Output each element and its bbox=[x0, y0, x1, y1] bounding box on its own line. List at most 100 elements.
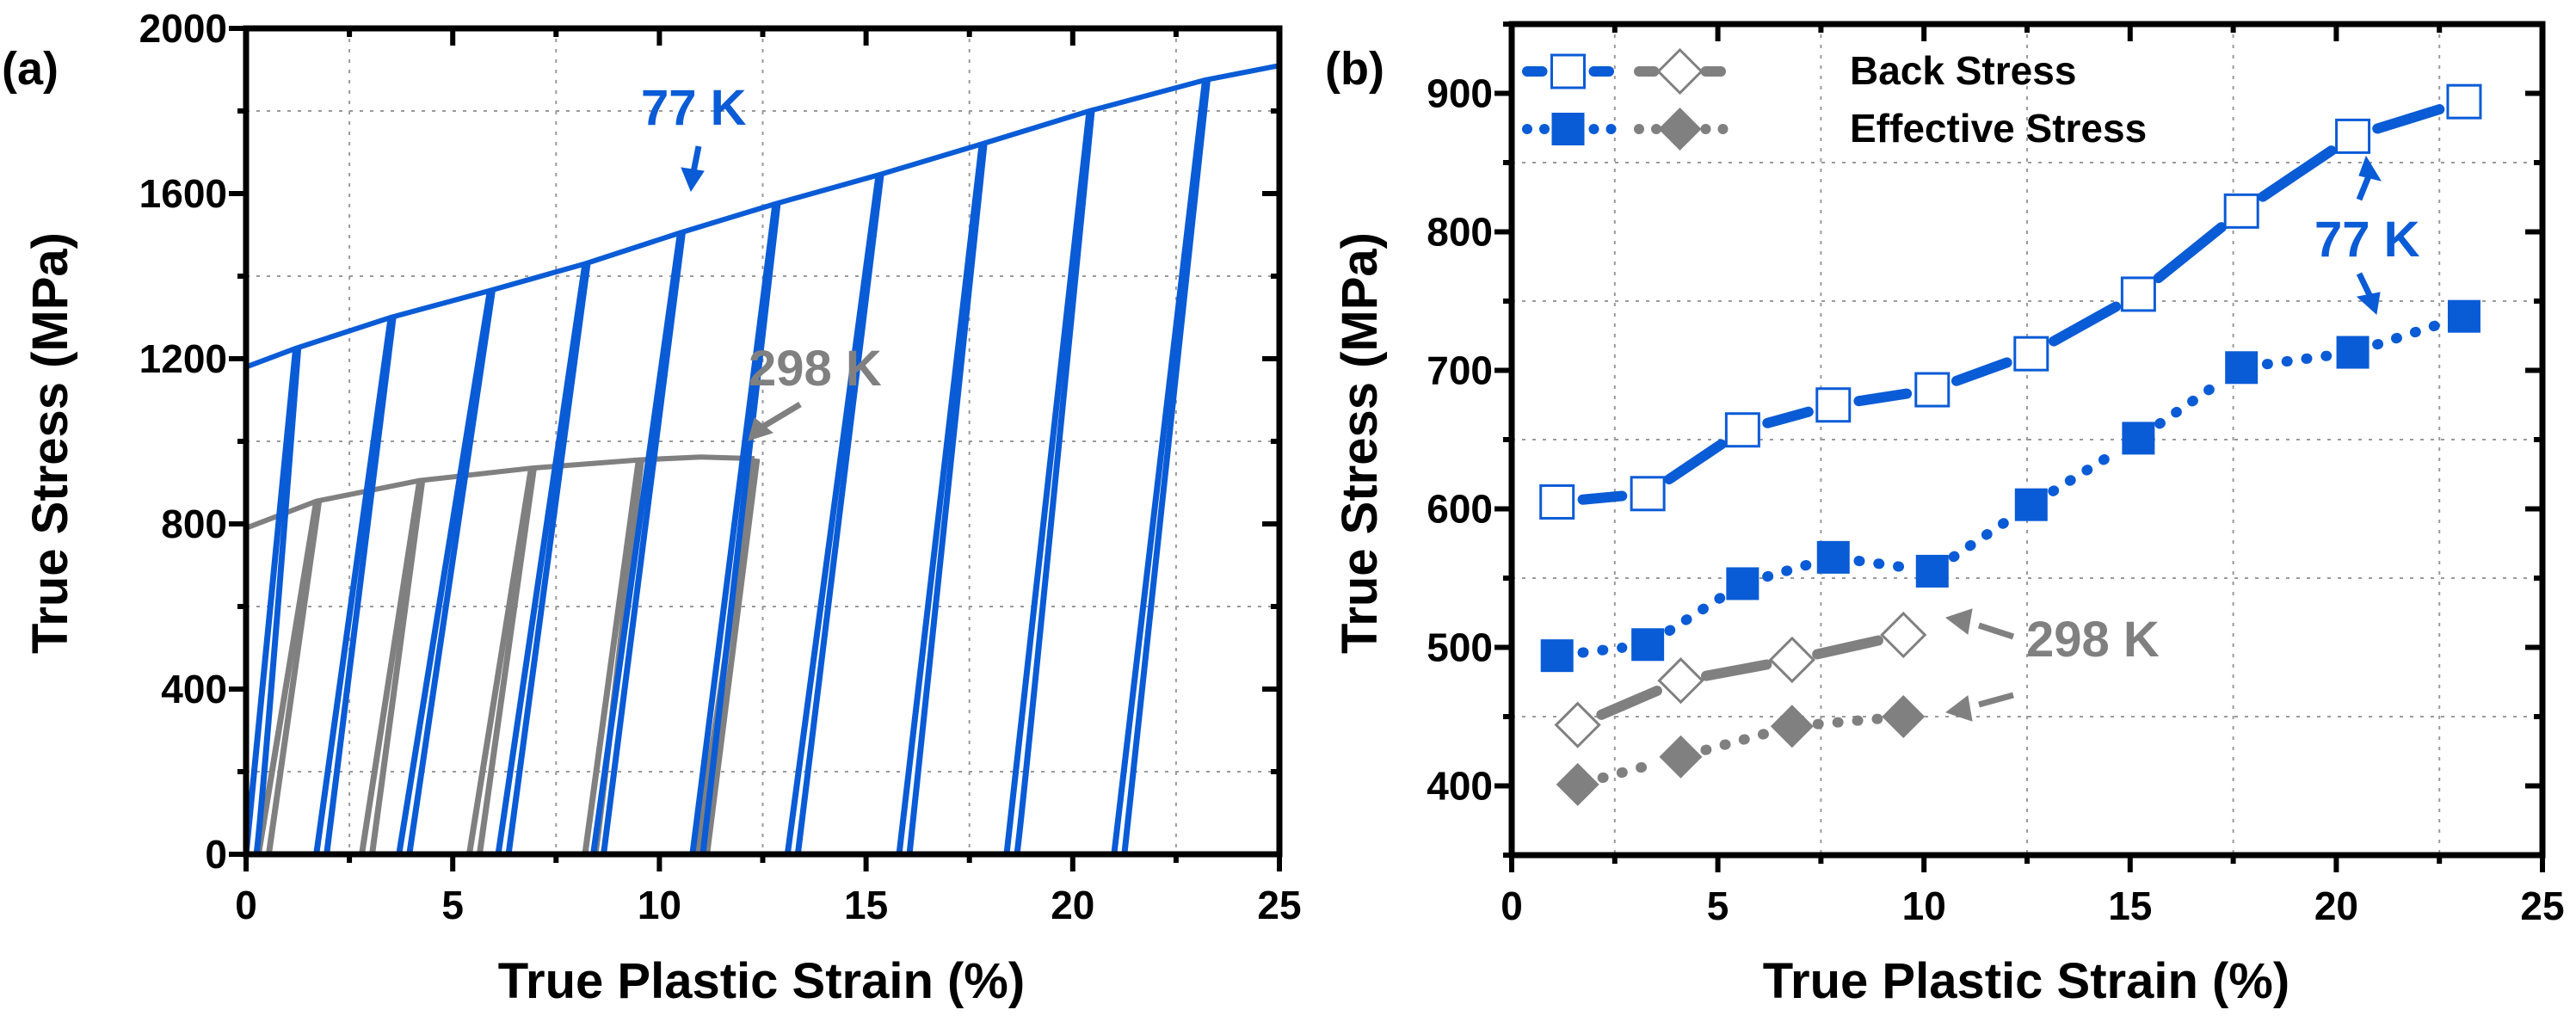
reload-line bbox=[1014, 110, 1095, 855]
plot-frame bbox=[1508, 21, 2546, 859]
y-tick-label: 2000 bbox=[139, 6, 227, 51]
x-tick-label: 5 bbox=[1707, 884, 1729, 928]
plot-frame bbox=[243, 25, 1283, 858]
reload-line bbox=[369, 480, 426, 855]
series-line-segment bbox=[2261, 350, 2333, 370]
series-line-segment bbox=[2154, 377, 2226, 429]
x-tick-label: 0 bbox=[1501, 884, 1523, 928]
panel-b: (b) 0 5 10 15 20 25 400 500 600 700 800 900 True P… bbox=[1325, 21, 2565, 1009]
legend-marker bbox=[1656, 47, 1704, 95]
x-tick-label: 10 bbox=[1902, 884, 1946, 928]
y-tick-label: 1600 bbox=[139, 171, 227, 216]
data-point-marker bbox=[1631, 628, 1665, 662]
x-tick-label: 25 bbox=[1257, 883, 1301, 927]
reload-line bbox=[265, 501, 323, 855]
panel-a-y-axis-title: True Stress (MPa) bbox=[22, 232, 78, 654]
legend-dot-sample bbox=[1588, 124, 1599, 134]
unload-line bbox=[243, 348, 299, 855]
y-tick-label: 600 bbox=[1427, 487, 1493, 532]
panel-a-axes bbox=[229, 25, 1283, 871]
unload-line bbox=[896, 143, 985, 855]
series-line-segment bbox=[2372, 104, 2445, 134]
data-point-marker bbox=[2336, 336, 2370, 369]
y-tick-label: 400 bbox=[161, 667, 227, 711]
unload-line bbox=[689, 203, 779, 855]
reload-line bbox=[794, 174, 884, 855]
data-point-marker bbox=[2122, 422, 2155, 455]
series-line-segment bbox=[1812, 635, 1883, 660]
unload-line bbox=[495, 263, 589, 855]
legend-dot-sample bbox=[1717, 124, 1729, 134]
arrow-298k-a-icon bbox=[748, 401, 802, 441]
legend-marker bbox=[1550, 53, 1586, 89]
legend-dot-sample bbox=[1634, 124, 1644, 134]
arrow-298k-b-upper-icon bbox=[1944, 608, 2015, 640]
arrow-77k-a-icon bbox=[681, 145, 705, 193]
unload-line bbox=[255, 501, 320, 855]
data-point-marker bbox=[2446, 83, 2482, 120]
legend-dot-sample bbox=[1605, 124, 1617, 134]
data-point-marker bbox=[2447, 299, 2480, 333]
unload-line bbox=[590, 232, 683, 855]
panel-b-x-axis-title: True Plastic Strain (%) bbox=[1763, 953, 2289, 1009]
series-line-segment bbox=[1596, 685, 1662, 720]
panel-b-label: (b) bbox=[1325, 43, 1384, 95]
x-tick-label: 10 bbox=[638, 883, 681, 927]
data-point-marker bbox=[1880, 611, 1927, 659]
envelope-line bbox=[244, 63, 1280, 370]
panel-a-grid bbox=[246, 28, 1279, 854]
panel-a: (a) 0 5 10 15 20 25 0 400 800 1200 1600 2000 True … bbox=[2, 6, 1302, 1009]
series-line-segment bbox=[1577, 642, 1628, 658]
unload-line bbox=[1111, 79, 1209, 855]
reload-line bbox=[699, 203, 781, 855]
series-line-segment bbox=[2153, 222, 2227, 284]
data-point-marker bbox=[2335, 118, 2371, 154]
x-tick-label: 5 bbox=[441, 883, 464, 927]
panel-a-x-tick-labels: 0 5 10 15 20 25 bbox=[235, 883, 1301, 927]
series-line-segment bbox=[1577, 490, 1628, 505]
data-point-marker bbox=[1540, 639, 1574, 673]
data-point-marker bbox=[1659, 735, 1703, 779]
annotation-77k-a: 77 K bbox=[641, 80, 747, 136]
panel-b-y-tick-labels: 400 500 600 700 800 900 bbox=[1427, 71, 1493, 809]
data-point-marker bbox=[1815, 387, 1852, 423]
series-line-segment bbox=[1597, 758, 1661, 784]
unload-line bbox=[313, 317, 394, 855]
data-point-marker bbox=[1768, 636, 1815, 684]
data-point-marker bbox=[2120, 276, 2156, 312]
annotation-77k-b: 77 K bbox=[2314, 212, 2420, 268]
y-tick-label: 800 bbox=[161, 502, 227, 546]
series-line-segment bbox=[1853, 388, 1913, 407]
series-back-stress-77-k bbox=[1539, 83, 2482, 520]
legend-dot-sample bbox=[1700, 124, 1711, 134]
series-77-k bbox=[243, 63, 1280, 855]
series-line-segment bbox=[1664, 592, 1727, 637]
panel-b-plot-area bbox=[1539, 83, 2482, 806]
data-point-marker bbox=[1554, 701, 1601, 748]
data-point-marker bbox=[1724, 412, 1760, 448]
unload-line bbox=[359, 480, 423, 855]
y-tick-label: 500 bbox=[1427, 625, 1493, 670]
panel-b-axes bbox=[1494, 21, 2546, 872]
x-tick-label: 20 bbox=[2314, 884, 2358, 928]
annotation-298k-a: 298 K bbox=[749, 341, 882, 397]
legend-dot-sample bbox=[1651, 124, 1661, 134]
data-point-marker bbox=[2223, 193, 2259, 229]
unload-line bbox=[465, 467, 534, 855]
envelope-line bbox=[244, 454, 755, 531]
series-line-segment bbox=[2048, 446, 2122, 496]
panel-a-x-axis-title: True Plastic Strain (%) bbox=[498, 953, 1025, 1009]
legend-label-back-stress: Back Stress bbox=[1850, 48, 2076, 93]
series-line-segment bbox=[1948, 514, 2015, 563]
data-point-marker bbox=[1556, 762, 1599, 806]
panel-a-label: (a) bbox=[2, 43, 59, 95]
reload-line bbox=[906, 144, 988, 855]
data-point-marker bbox=[1914, 372, 1950, 408]
x-tick-label: 15 bbox=[2108, 884, 2152, 928]
y-tick-label: 700 bbox=[1427, 348, 1493, 393]
x-tick-label: 25 bbox=[2520, 884, 2564, 928]
y-tick-label: 1200 bbox=[139, 336, 227, 381]
reload-line bbox=[505, 263, 591, 855]
series-line-segment bbox=[2258, 145, 2337, 202]
series-line-segment bbox=[1664, 439, 1727, 485]
